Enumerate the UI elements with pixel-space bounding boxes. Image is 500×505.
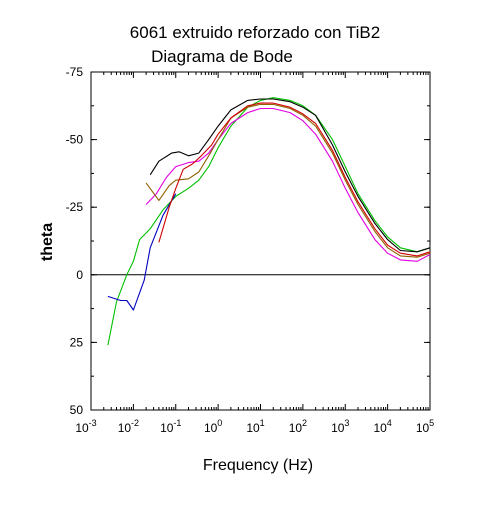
y-tick-label: -75 <box>66 65 84 79</box>
y-tick-label: 50 <box>70 403 84 417</box>
x-tick-label: 100 <box>204 418 222 435</box>
series-line-3 <box>149 98 431 253</box>
chart-title: 6061 extruido reforzado con TiB2 <box>130 23 380 42</box>
x-tick-label: 103 <box>331 418 349 435</box>
x-tick-label: 101 <box>246 418 264 435</box>
x-tick-label: 105 <box>416 418 434 435</box>
x-tick-label: 10-1 <box>160 418 181 435</box>
series-line-4 <box>145 107 431 262</box>
x-tick-label: 10-2 <box>118 418 139 435</box>
x-tick-label: 102 <box>289 418 307 435</box>
y-tick-label: 0 <box>76 268 83 282</box>
x-tick-label: 10-3 <box>75 418 96 435</box>
y-tick-label: 25 <box>70 335 84 349</box>
plot-frame <box>90 71 431 411</box>
x-tick-label: 104 <box>373 418 391 435</box>
chart-subtitle: Diagrama de Bode <box>151 47 293 66</box>
y-axis-title: theta <box>39 223 56 261</box>
series-line-5 <box>145 103 431 258</box>
series-line-1 <box>107 97 431 346</box>
y-tick-label: -50 <box>66 133 84 147</box>
series-line-2 <box>107 193 177 311</box>
y-tick-label: -25 <box>66 200 84 214</box>
series-line-6 <box>158 102 431 257</box>
x-axis-title: Frequency (Hz) <box>203 457 313 474</box>
